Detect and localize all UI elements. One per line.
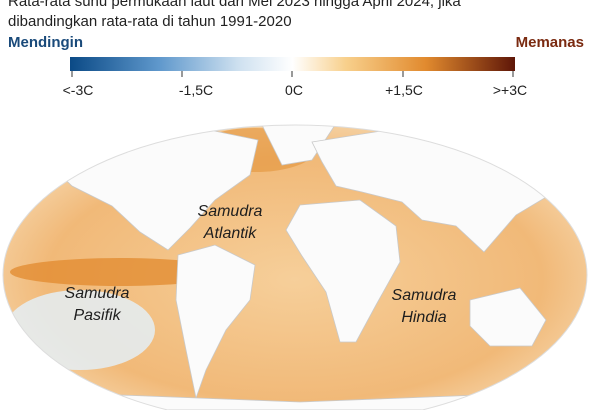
color-scale	[70, 57, 515, 71]
tick-label: >+3C	[493, 82, 527, 98]
legend-cool-label: Mendingin	[8, 34, 83, 51]
ocean-label: Samudra	[65, 285, 130, 302]
ocean-label: Hindia	[401, 309, 446, 326]
tick-label: -1,5C	[179, 82, 213, 98]
land	[175, 244, 256, 400]
subtitle: Rata-rata suhu permukaan laut dari Mei 2…	[8, 0, 461, 10]
tick-label: 0C	[285, 82, 303, 98]
ocean-label: Samudra	[198, 203, 263, 220]
subtitle: dibandingkan rata-rata di tahun 1991-202…	[8, 13, 292, 30]
tick-label: +1,5C	[385, 82, 423, 98]
world-map	[3, 125, 587, 410]
ocean-label: Pasifik	[73, 307, 121, 324]
tick-label: <-3C	[63, 82, 94, 98]
ocean-label: Samudra	[392, 287, 457, 304]
warm-patch	[10, 258, 230, 286]
land	[469, 287, 547, 347]
cool-patch	[5, 290, 155, 370]
land	[285, 199, 401, 343]
globe-outline	[2, 124, 588, 410]
scale-ticks	[71, 71, 514, 77]
land	[261, 125, 336, 166]
legend-warm-label: Memanas	[516, 34, 584, 51]
ocean-label: Atlantik	[203, 225, 257, 242]
